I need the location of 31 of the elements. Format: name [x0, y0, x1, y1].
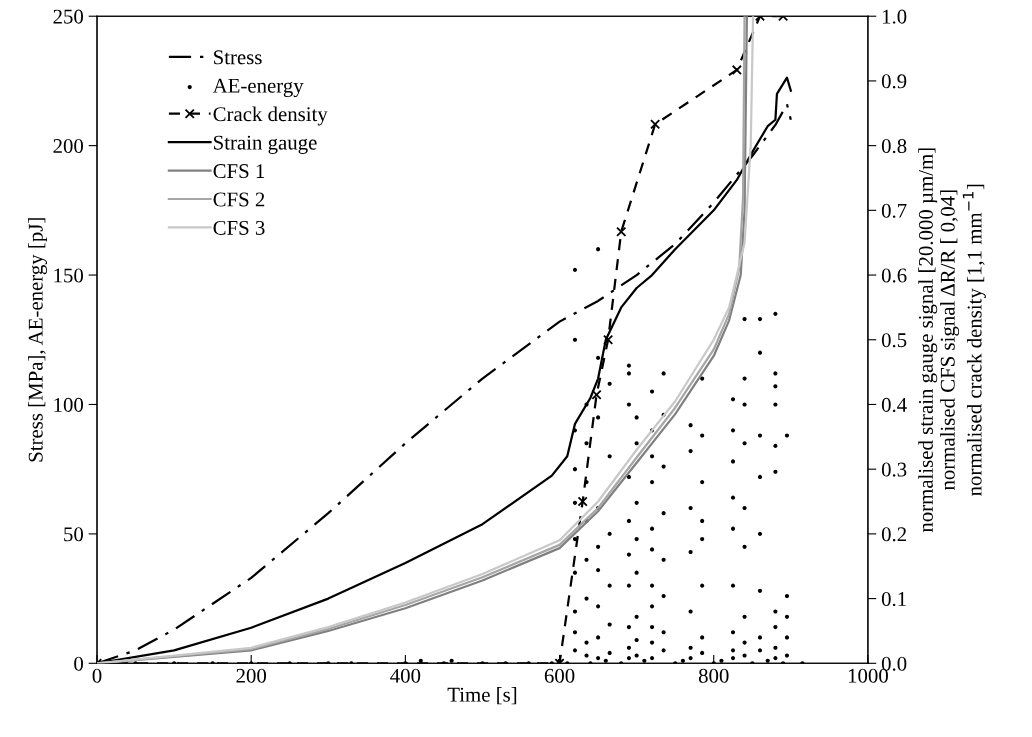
x-tick-label: 0: [92, 668, 102, 683]
y2-tick-label: 0.3: [881, 462, 907, 477]
legend-label: Crack density: [213, 106, 328, 126]
legend-label: Strain gauge: [214, 135, 317, 154]
y2-tick-label: 0.6: [881, 268, 907, 283]
y2-tick-label: 0.8: [881, 139, 907, 154]
x-tick-label: 200: [236, 668, 267, 683]
y-tick-label: 150: [54, 268, 84, 283]
x-tick-label: 800: [698, 668, 729, 683]
legend-label: Stress: [214, 50, 262, 65]
y-tick-label: 100: [54, 397, 84, 412]
y-tick-label: 200: [53, 139, 84, 154]
y2-tick-label: 0.9: [881, 74, 907, 89]
y2-tick-label: 1.0: [882, 9, 907, 24]
y-axis-title: Stress [MPa], AE-energy [pJ]: [28, 218, 48, 462]
y-tick-label: 250: [53, 9, 84, 24]
y2-tick-label: 0.7: [881, 203, 907, 218]
y-tick-label: 50: [64, 527, 84, 542]
y-tick-label: 0: [74, 656, 84, 671]
x-tick-label: 400: [390, 668, 421, 683]
legend-label: CFS 2: [213, 192, 265, 207]
legend-label: CFS 3: [213, 220, 265, 235]
y2-tick-label: 0.4: [881, 397, 907, 412]
legend-label: CFS 1: [213, 164, 265, 179]
y2-tick-label: 0.1: [881, 591, 906, 607]
legend-label: AE-energy: [212, 78, 304, 98]
y2-axis-title: normalised strain gauge signal [20.000 µm/m] normalised CFS signal ΔR/R [ 0,04] normalised crack density [1,1 mm$^{−1}$]: [918, 148, 986, 533]
x-tick-label: 600: [544, 668, 575, 683]
x-axis-title: Time [s]: [447, 687, 517, 705]
y2-tick-label: 0.5: [881, 333, 907, 348]
y2-tick-label: 0.2: [881, 527, 906, 542]
